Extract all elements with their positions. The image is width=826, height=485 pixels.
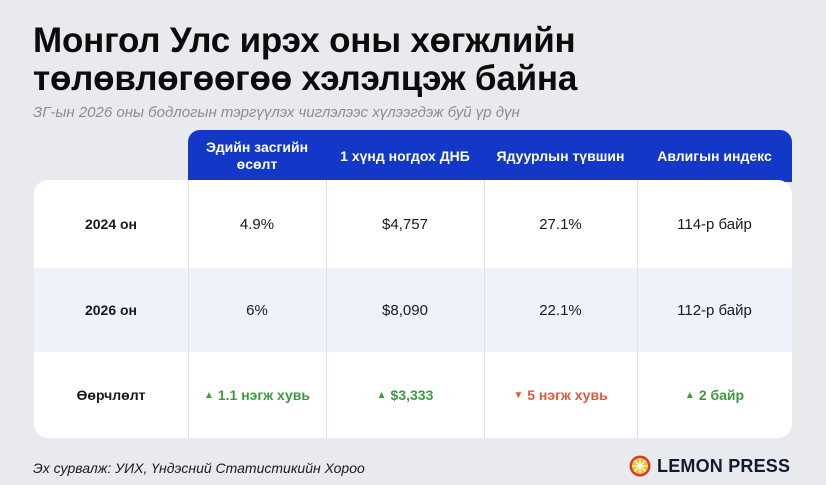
brand-name: LEMON PRESS — [657, 455, 791, 476]
column-divider — [326, 180, 327, 438]
table-row-2024: 2024 он 4.9% $4,757 27.1% 114-р байр — [34, 180, 792, 268]
change-value: 5 нэгж хувь — [527, 387, 608, 403]
table-cell: 6% — [246, 301, 268, 319]
data-table: 2024 он 4.9% $4,757 27.1% 114-р байр 202… — [34, 180, 792, 438]
column-divider — [188, 180, 189, 438]
change-value: 2 байр — [698, 387, 745, 403]
triangle-up-icon: ▲ — [203, 389, 214, 401]
table-cell: 4.9% — [239, 215, 275, 233]
change-cell-poverty: ▼ 5 нэгж хувь — [484, 352, 637, 438]
triangle-down-icon: ▼ — [513, 389, 524, 401]
column-header-poverty: Ядуурлын түвшин — [496, 147, 625, 164]
table-row-2026: 2026 он 6% $8,090 22.1% 112-р байр — [34, 268, 792, 352]
column-divider — [484, 180, 485, 438]
change-cell-gdp: ▲ $3,333 — [326, 352, 484, 438]
row-label: 2026 он — [84, 302, 138, 318]
row-label: 2024 он — [84, 216, 138, 232]
title-line-2: төлөвлөгөөгөө хэлэлцэж байна — [33, 59, 578, 98]
page-title: Монгол Улс ирэх оны хөгжлийн төлөвлөгөөг… — [33, 22, 577, 98]
source-note: Эх сурвалж: УИХ, Үндэсний Статистикийн Х… — [33, 460, 365, 476]
column-header-corruption: Авлигын индекс — [657, 147, 772, 164]
column-divider — [637, 180, 638, 438]
change-cell-growth: ▲ 1.1 нэгж хувь — [188, 352, 326, 438]
brand-logo: LEMON PRESS — [629, 455, 790, 477]
lemon-icon — [629, 455, 651, 477]
subtitle: ЗГ-ын 2026 оны бодлогын тэргүүлэх чиглэл… — [33, 104, 520, 121]
change-value: 1.1 нэгж хувь — [217, 387, 311, 403]
change-cell-corruption: ▲ 2 байр — [637, 352, 792, 438]
table-cell: 27.1% — [539, 215, 582, 233]
table-cell: 22.1% — [539, 301, 582, 319]
row-label: Өөрчлөлт — [76, 387, 146, 403]
column-header-growth-line1: Эдийн засгийн — [205, 139, 309, 155]
table-cell: $8,090 — [382, 301, 428, 319]
table-cell: 114-р байр — [677, 215, 752, 233]
triangle-up-icon: ▲ — [684, 389, 695, 401]
table-row-change: Өөрчлөлт ▲ 1.1 нэгж хувь ▲ $3,333 ▼ 5 нэ… — [34, 352, 792, 438]
column-header-growth-line2: өсөлт — [236, 156, 278, 172]
table-cell: 112-р байр — [677, 301, 752, 319]
column-header-growth: Эдийн засгийн өсөлт — [188, 130, 326, 182]
column-header-gdp: 1 хүнд ногдох ДНБ — [340, 147, 470, 164]
triangle-up-icon: ▲ — [376, 389, 387, 401]
table-header-band — [188, 130, 792, 182]
title-line-1: Монгол Улс ирэх оны хөгжлийн — [33, 21, 576, 60]
change-value: $3,333 — [390, 387, 434, 403]
table-cell: $4,757 — [382, 215, 428, 233]
